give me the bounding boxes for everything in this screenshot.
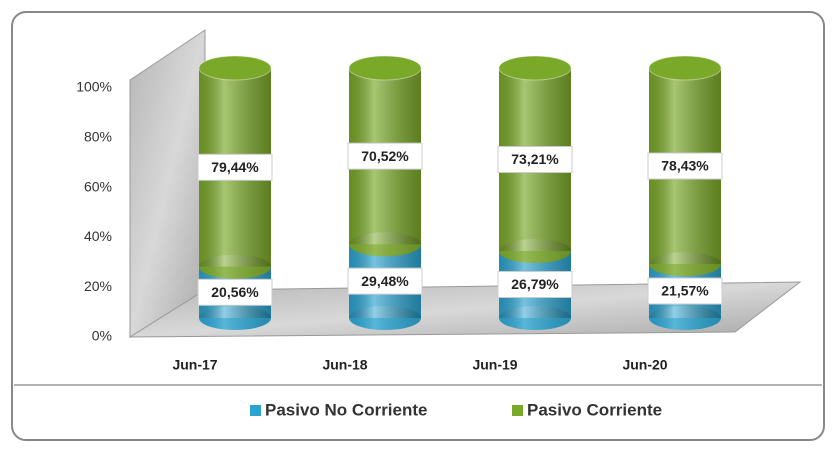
data-label-box: [197, 278, 273, 306]
cylinder-base-shade: [349, 306, 421, 330]
data-label-box: [347, 267, 423, 295]
legend-label: Pasivo No Corriente: [265, 400, 428, 419]
cylinder-top: [498, 55, 572, 81]
cylinder-base-shade: [349, 232, 421, 257]
data-label-box: [497, 146, 573, 174]
data-label-box: [197, 153, 273, 181]
y-tick-label: 60%: [84, 178, 112, 194]
data-label: 26,79%: [511, 276, 559, 292]
y-tick-label: 40%: [84, 228, 112, 244]
data-label-box: [647, 277, 723, 305]
cylinder-base-shade: [649, 252, 721, 277]
x-tick-label: Jun-17: [172, 357, 217, 373]
y-tick-label: 100%: [76, 79, 112, 95]
data-label: 20,56%: [211, 284, 259, 300]
legend-swatch: [512, 405, 523, 416]
cylinder-base-shade: [649, 306, 721, 330]
x-tick-label: Jun-20: [622, 357, 667, 373]
floor: [128, 281, 802, 338]
cylinder-top: [198, 55, 272, 81]
cylinder-top: [648, 55, 722, 81]
data-label-box: [347, 142, 423, 170]
data-label: 70,52%: [361, 148, 409, 164]
data-label-box: [497, 271, 573, 299]
data-label: 73,21%: [511, 151, 559, 167]
data-label: 79,44%: [211, 159, 259, 175]
cylinder-base-shade: [499, 239, 571, 264]
data-label: 21,57%: [661, 283, 709, 299]
cylinder-base-shade: [199, 306, 271, 330]
y-tick-label: 20%: [84, 278, 112, 294]
x-tick-label: Jun-18: [322, 357, 367, 373]
data-label: 78,43%: [661, 158, 709, 174]
cylinder-top: [348, 55, 422, 81]
data-label: 29,48%: [361, 273, 409, 289]
y-tick-label: 0%: [92, 328, 112, 344]
legend-label: Pasivo Corriente: [527, 400, 662, 419]
cylinder-base-shade: [199, 254, 271, 279]
x-tick-label: Jun-19: [472, 357, 517, 373]
legend-swatch: [250, 405, 261, 416]
back-wall: [129, 29, 206, 338]
data-label-box: [647, 152, 723, 180]
cylinder-base-shade: [499, 306, 571, 330]
y-tick-label: 80%: [84, 129, 112, 145]
